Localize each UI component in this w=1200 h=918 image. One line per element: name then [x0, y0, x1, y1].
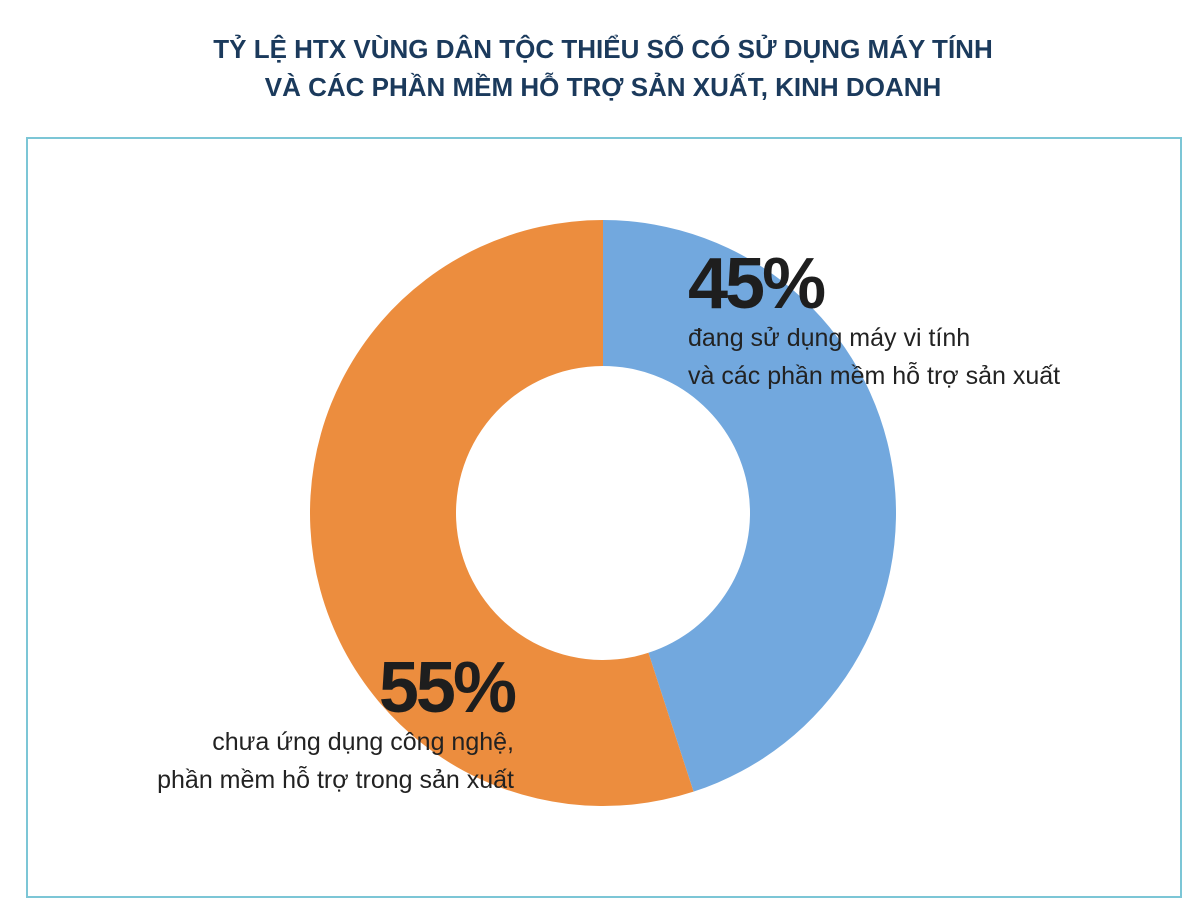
- chart-title: VÀ CÁC PHẦN MỀM HỖ TRỢ SẢN XUẤT, KINH DO…: [265, 72, 942, 102]
- donut-segment: [603, 220, 896, 792]
- frame: [26, 137, 1182, 898]
- category-label: đang sử dụng máy vi tính: [688, 324, 970, 352]
- value-label: 55%: [379, 648, 516, 728]
- chart-title: TỶ LỆ HTX VÙNG DÂN TỘC THIỂU SỐ CÓ SỬ DỤ…: [213, 33, 992, 64]
- category-label: chưa ứng dụng công nghệ,: [212, 728, 514, 756]
- category-label: phần mềm hỗ trợ trong sản xuất: [157, 765, 514, 794]
- value-label: 45%: [688, 244, 825, 324]
- donut-segment: [309, 220, 694, 806]
- category-label: và các phần mềm hỗ trợ sản xuất: [688, 361, 1060, 390]
